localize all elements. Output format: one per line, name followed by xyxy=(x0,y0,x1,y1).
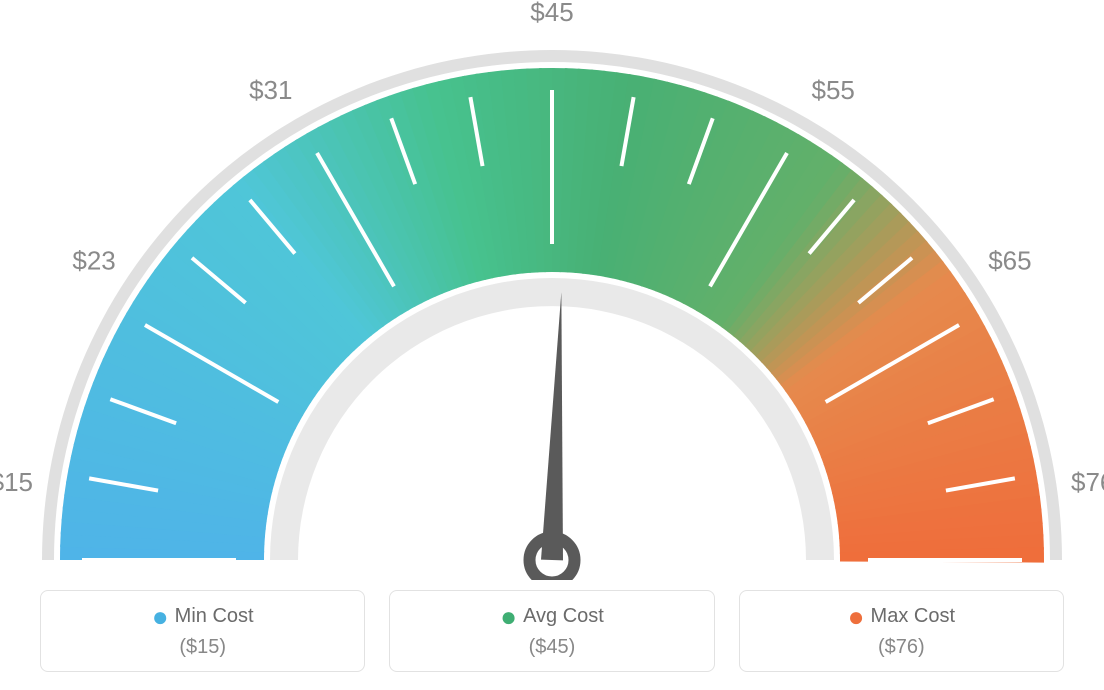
legend-max-title: ●Max Cost xyxy=(750,605,1053,628)
gauge-svg: $15 $23 $31 $45 $55 $65 $76 xyxy=(0,0,1104,580)
svg-text:$76: $76 xyxy=(1071,467,1104,497)
svg-text:$55: $55 xyxy=(812,75,855,105)
legend-min-value: ($15) xyxy=(51,636,354,659)
legend-min-title: ●Min Cost xyxy=(51,605,354,628)
legend-min-dot-icon: ● xyxy=(152,601,169,632)
legend-avg-value: ($45) xyxy=(400,636,703,659)
gauge-chart: $15 $23 $31 $45 $55 $65 $76 xyxy=(0,0,1104,580)
legend-max-value: ($76) xyxy=(750,636,1053,659)
legend-max-dot-icon: ● xyxy=(848,601,865,632)
legend-card-min: ●Min Cost ($15) xyxy=(40,590,365,672)
legend-card-avg: ●Avg Cost ($45) xyxy=(389,590,714,672)
legend-avg-label: Avg Cost xyxy=(523,605,604,627)
legend-max-label: Max Cost xyxy=(871,605,955,627)
legend-avg-dot-icon: ● xyxy=(500,601,517,632)
svg-text:$23: $23 xyxy=(72,246,115,276)
svg-text:$65: $65 xyxy=(988,246,1031,276)
legend-card-max: ●Max Cost ($76) xyxy=(739,590,1064,672)
svg-text:$45: $45 xyxy=(530,0,573,27)
legend-row: ●Min Cost ($15) ●Avg Cost ($45) ●Max Cos… xyxy=(40,590,1064,672)
legend-avg-title: ●Avg Cost xyxy=(400,605,703,628)
legend-min-label: Min Cost xyxy=(175,605,254,627)
svg-text:$31: $31 xyxy=(249,75,292,105)
svg-text:$15: $15 xyxy=(0,467,33,497)
